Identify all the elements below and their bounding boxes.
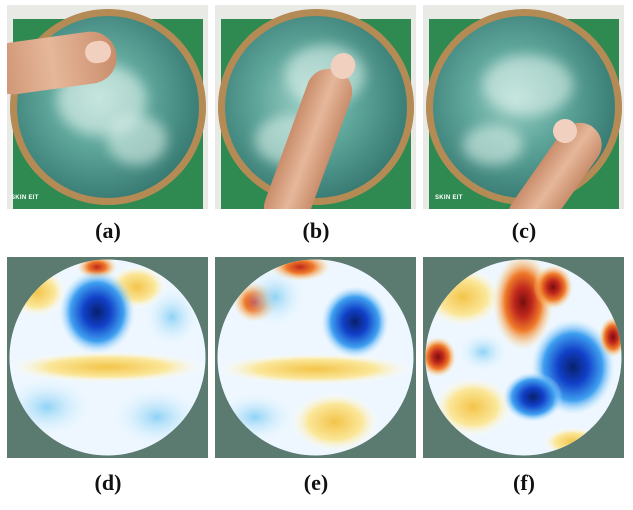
board-label: SKIN EIT xyxy=(11,195,39,201)
caption-c: (c) xyxy=(511,218,537,243)
photo-b xyxy=(215,5,416,209)
caption-d: (d) xyxy=(94,470,122,495)
board-label: SKIN EIT xyxy=(435,195,463,201)
eit-map-d xyxy=(7,257,208,458)
photo-c: SKIN EIT xyxy=(423,5,624,209)
caption-e: (e) xyxy=(303,470,329,495)
caption-f: (f) xyxy=(513,470,535,495)
caption-b: (b) xyxy=(302,218,330,243)
photo-a: SKIN EIT xyxy=(7,5,208,209)
caption-a: (a) xyxy=(95,218,121,243)
eit-map-f xyxy=(423,257,624,458)
eit-map-e xyxy=(215,257,416,458)
